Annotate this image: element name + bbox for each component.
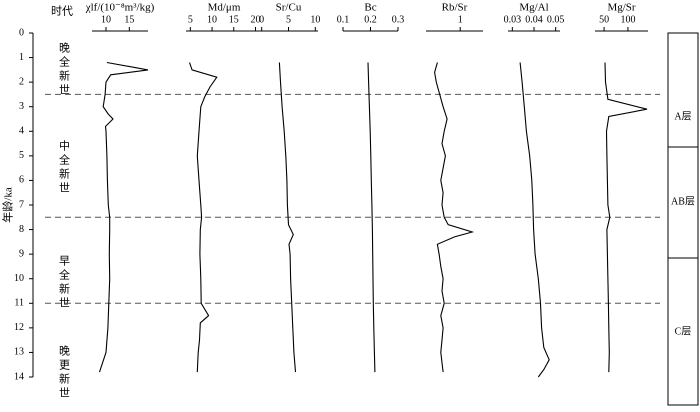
y-tick-label: 13 — [14, 347, 24, 358]
y-tick-label: 10 — [14, 273, 24, 284]
layer-label: A层 — [674, 110, 691, 122]
x-tick-label: 100 — [620, 14, 635, 25]
x-tick-label: 5 — [188, 14, 193, 25]
epoch-label: 晚全新世 — [57, 42, 70, 98]
profile-line — [604, 62, 648, 373]
epoch-label: 中全新世 — [57, 140, 70, 196]
x-tick-label: 0.2 — [364, 14, 377, 25]
profile-line — [278, 62, 297, 373]
x-tick-label: 15 — [124, 14, 134, 25]
y-tick-label: 9 — [19, 248, 24, 259]
x-tick-label: 0.03 — [504, 14, 522, 25]
x-tick-label: 20 — [250, 14, 260, 25]
x-tick-label: 10 — [310, 14, 320, 25]
profile-line — [434, 62, 475, 373]
y-tick-label: 12 — [14, 322, 24, 333]
y-tick-label: 5 — [19, 150, 24, 161]
y-tick-label: 8 — [19, 224, 24, 235]
x-tick-label: 0.3 — [392, 14, 405, 25]
panel-label: Mg/Al — [519, 2, 548, 14]
panel-label: Rb/Sr — [442, 2, 468, 14]
epoch-label: 早全新世 — [57, 255, 70, 311]
x-tick-label: 50 — [599, 14, 609, 25]
x-tick-label: 15 — [229, 14, 239, 25]
panel-label: χlf/(10⁻⁸m³/kg) — [85, 2, 155, 14]
epoch-label: 晚更新世 — [57, 345, 70, 401]
y-tick-label: 1 — [19, 52, 24, 63]
header: 时代 — [51, 5, 73, 18]
x-tick-label: 10 — [207, 14, 217, 25]
x-tick-label: 0 — [259, 14, 264, 25]
profile-line — [519, 62, 550, 378]
y-tick-label: 6 — [19, 175, 24, 186]
y-tick-label: 11 — [14, 298, 24, 309]
panel-label: Bc — [364, 2, 376, 14]
panel-label: Sr/Cu — [276, 2, 302, 14]
y-tick-label: 3 — [19, 101, 24, 112]
x-tick-label: 0.05 — [547, 14, 565, 25]
x-tick-label: 5 — [286, 14, 291, 25]
y-tick-label: 2 — [19, 76, 24, 87]
y-axis-label: 年龄/ka — [1, 187, 15, 223]
profile-line — [188, 62, 218, 373]
layer-label: C层 — [675, 325, 692, 337]
profile-line — [98, 61, 149, 373]
y-tick-label: 0 — [19, 27, 24, 38]
layer-label: AB层 — [671, 195, 695, 207]
profile-line — [367, 62, 376, 373]
y-tick-label: 14 — [14, 371, 24, 382]
panel-label: Md/μm — [208, 2, 241, 14]
y-tick-label: 7 — [19, 199, 24, 210]
y-tick-label: 4 — [19, 126, 24, 137]
panel-label: Mg/Sr — [607, 2, 635, 14]
x-tick-label: 0.1 — [337, 14, 350, 25]
layer-box — [667, 32, 699, 406]
x-tick-label: 0.04 — [525, 14, 543, 25]
x-tick-label: 10 — [101, 14, 111, 25]
x-tick-label: 1 — [458, 14, 463, 25]
